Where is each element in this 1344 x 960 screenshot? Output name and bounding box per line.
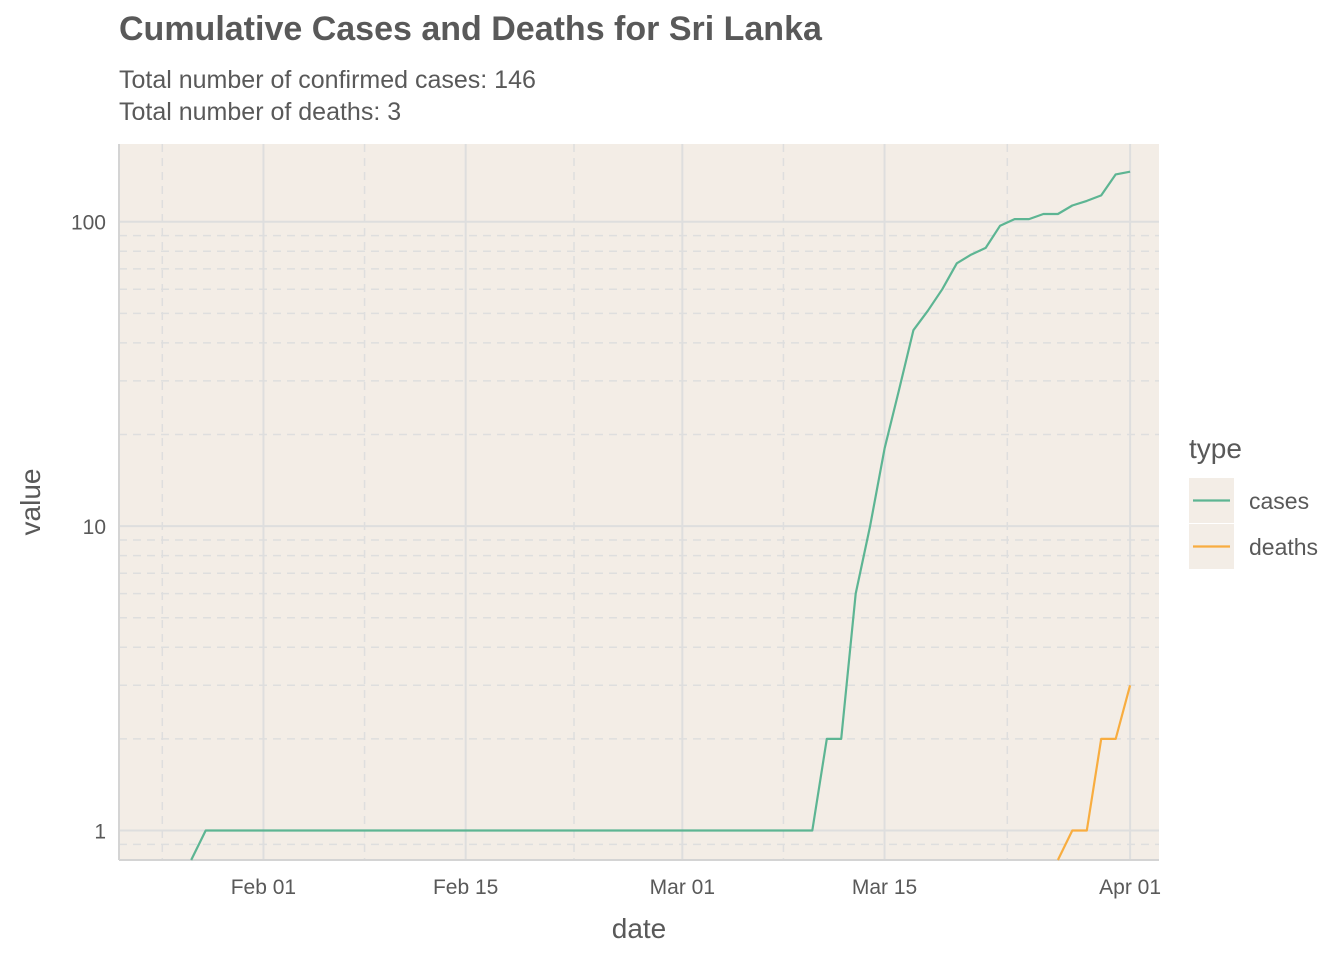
x-axis-title: date [612, 913, 667, 944]
legend-title: type [1189, 433, 1242, 464]
legend-label-cases: cases [1249, 488, 1309, 514]
y-tick-label: 10 [83, 516, 106, 539]
x-tick-label: Apr 01 [1099, 876, 1161, 899]
x-tick-label: Mar 01 [650, 876, 715, 899]
x-tick-label: Feb 15 [433, 876, 498, 899]
y-tick-labels: 1 10 100 [71, 212, 106, 844]
x-tick-labels: Feb 01 Feb 15 Mar 01 Mar 15 Apr 01 [231, 876, 1161, 899]
subtitle-deaths: Total number of deaths: 3 [119, 98, 402, 126]
legend: type cases deaths [1189, 433, 1318, 569]
plot-panel [119, 144, 1159, 860]
legend-label-deaths: deaths [1249, 534, 1318, 560]
x-tick-label: Mar 15 [852, 876, 917, 899]
minor-gridlines [119, 144, 1159, 860]
y-axis-title: value [15, 469, 46, 536]
y-tick-label: 100 [71, 212, 106, 235]
series-line-deaths [1056, 685, 1132, 861]
series-line-cases [190, 170, 1131, 861]
chart-title: Cumulative Cases and Deaths for Sri Lank… [119, 10, 822, 48]
y-tick-label: 1 [94, 821, 106, 844]
subtitle-cases: Total number of confirmed cases: 146 [119, 66, 536, 94]
series-lines [190, 170, 1132, 861]
x-tick-label: Feb 01 [231, 876, 296, 899]
